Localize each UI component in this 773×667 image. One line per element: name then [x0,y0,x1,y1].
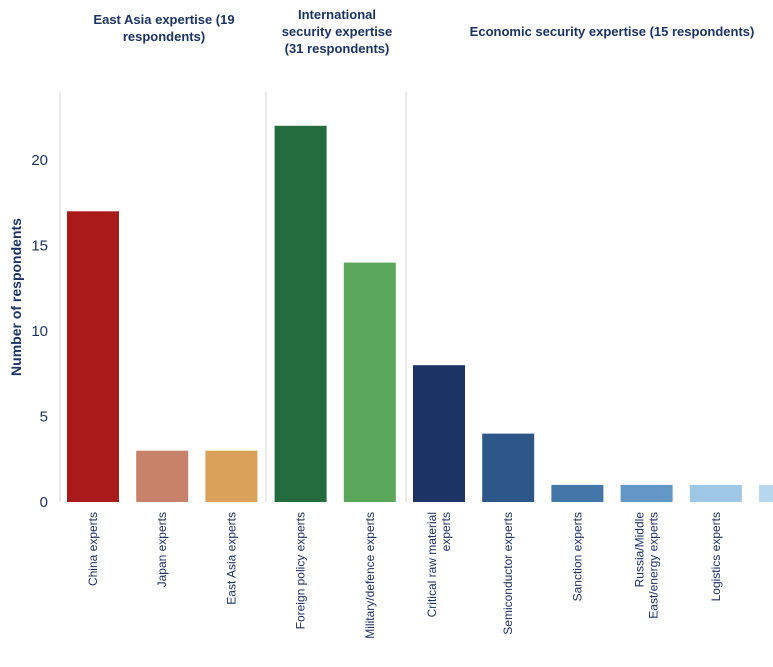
group-title: East Asia expertise (19 respondents) [93,12,234,44]
x-tick-label: East Asia experts [224,512,238,605]
bars [67,125,773,503]
x-axis-labels: China experts Japan experts East Asia expe… [86,512,723,639]
bar [689,484,742,502]
x-tick-label: Military/defence experts [363,512,377,639]
x-tick-label: Sanction experts [570,512,584,601]
x-tick-label: China experts [86,512,100,586]
bar [205,450,258,502]
group-dividers [265,92,407,502]
bar [136,450,189,502]
group-titles: East Asia expertise (19 respondents) Inter… [93,7,754,56]
bar [620,484,673,502]
x-tick-label: Semiconductor experts [501,512,515,635]
bar [759,484,773,502]
x-tick-label: Logistics experts [709,512,723,601]
x-tick-label: Russia/MiddleEast/energy experts [633,512,661,619]
x-tick-label: Japan experts [155,512,169,587]
y-axis-label: Number of respondents [8,218,24,376]
bar [274,125,327,503]
y-tick-label: 5 [40,409,48,426]
y-axis: 0 5 10 15 20 [31,92,61,511]
group-title: Economic security expertise (15 responde… [470,24,755,39]
bar [551,484,604,502]
y-tick-label: 10 [31,323,48,340]
group-title: International security expertise (31 respo… [282,7,393,56]
bar [343,262,396,502]
y-tick-label: 15 [31,238,48,255]
x-tick-label: Critical raw materialexperts [425,512,453,617]
y-tick-label: 0 [40,494,48,511]
bar [482,433,535,502]
y-tick-label: 20 [31,152,48,169]
bar [413,365,465,502]
bar [67,211,119,503]
x-tick-label: Foreign policy experts [294,512,308,629]
